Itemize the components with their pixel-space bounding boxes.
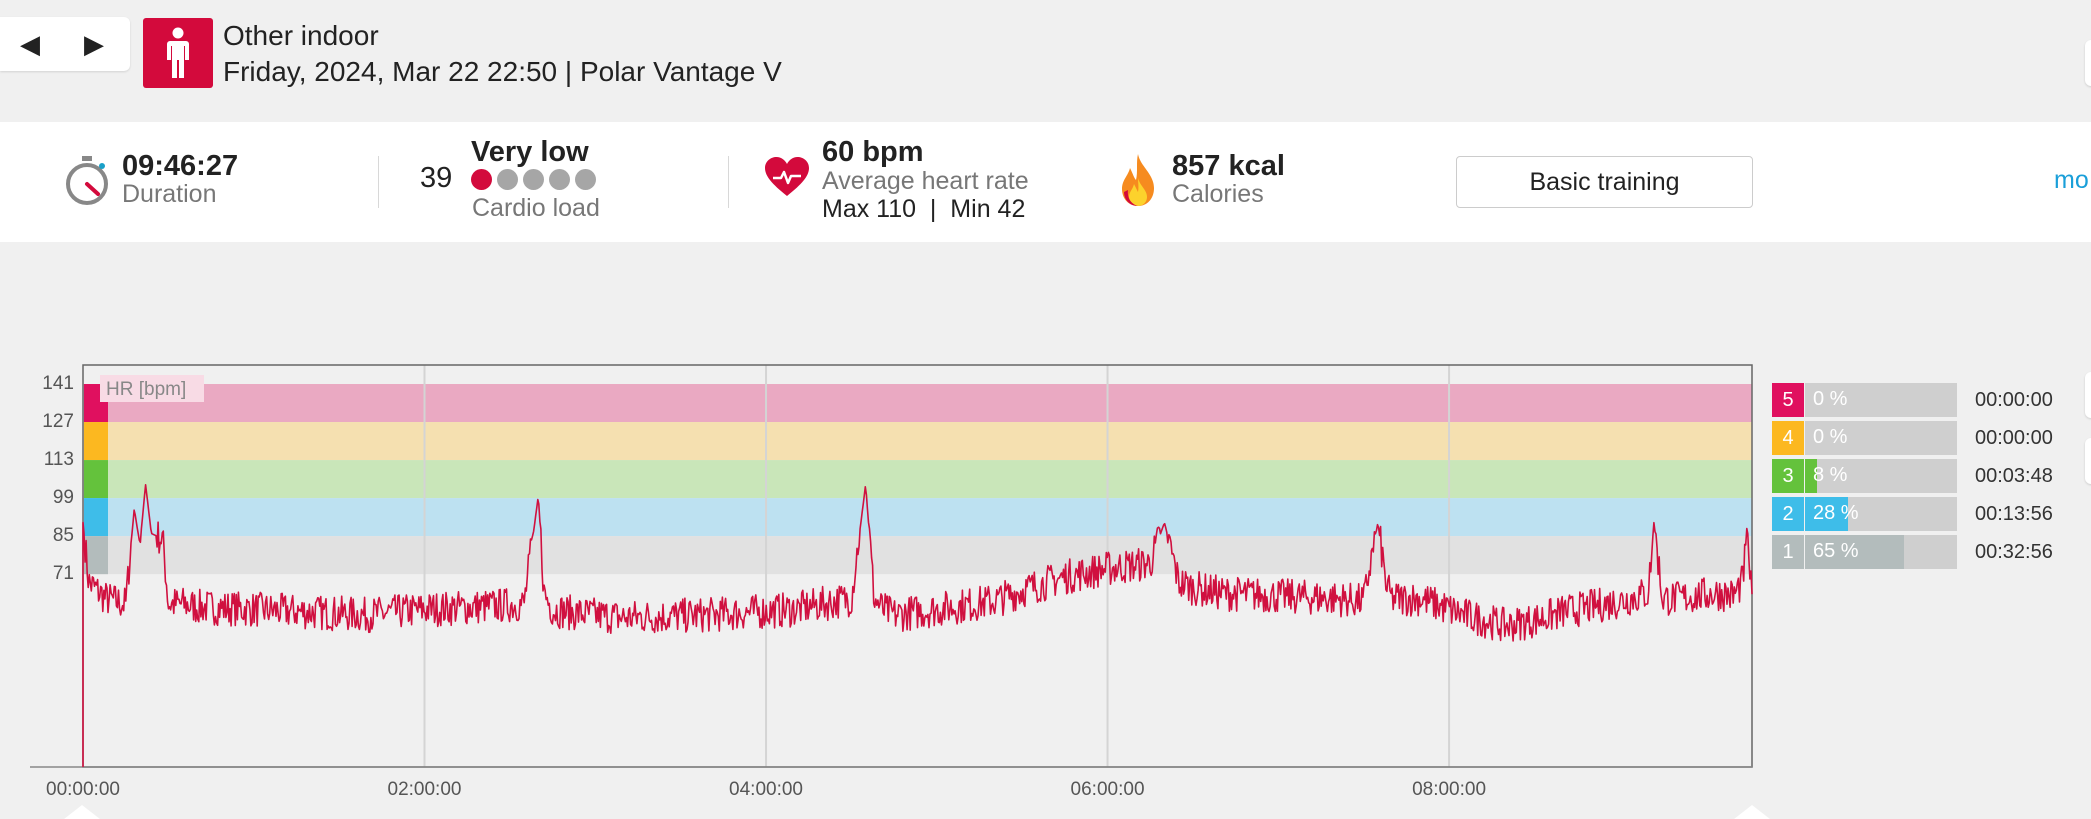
x-tick-label: 04:00:00	[729, 779, 803, 800]
calories-value: 857 kcal	[1172, 150, 1285, 182]
cardio-dot	[471, 169, 492, 190]
series-label: HR [bpm]	[106, 379, 186, 400]
zone-time: 00:32:56	[1975, 541, 2053, 563]
y-tick-label: 127	[42, 411, 74, 433]
zone-row-3: 3 8 %	[1772, 459, 1957, 493]
y-tick-label: 71	[52, 563, 74, 585]
heart-icon	[764, 156, 810, 203]
session-nav: ◀ ▶	[0, 17, 130, 71]
heart-rate-chart[interactable]: HR [bpm]	[0, 350, 1760, 819]
zone-bar: 28 %	[1805, 497, 1957, 531]
zone-percent: 0 %	[1813, 388, 1848, 410]
zone-row-1: 1 65 %	[1772, 535, 1957, 569]
zone-marker-4	[84, 422, 108, 461]
prev-session-button[interactable]: ◀	[4, 17, 56, 71]
zone-row-4: 4 0 %	[1772, 421, 1957, 455]
x-tick-label: 02:00:00	[387, 779, 462, 800]
hr-min-max: Max 110 | Min 42	[822, 195, 1026, 223]
zone-number: 2	[1772, 497, 1804, 531]
zone-percent: 0 %	[1813, 426, 1848, 448]
zone-band-3	[83, 460, 1752, 499]
duration-label: Duration	[122, 180, 217, 208]
next-arrow-icon: ▶	[84, 28, 104, 59]
zone-time: 00:03:48	[1975, 465, 2053, 487]
summary-bar: 09:46:27 Duration 39 Very low Cardio loa…	[0, 122, 2091, 242]
cardio-dot	[575, 169, 596, 190]
zone-bar-fill	[1805, 459, 1818, 493]
zone-band-2	[83, 498, 1752, 537]
cardio-label: Cardio load	[472, 194, 600, 222]
zone-number: 3	[1772, 459, 1804, 493]
stopwatch-icon	[64, 154, 110, 213]
zone-marker-2	[84, 498, 108, 537]
zone-row-2: 2 28 %	[1772, 497, 1957, 531]
x-tick-label: 08:00:00	[1412, 779, 1487, 800]
series-label-bg	[100, 375, 204, 402]
zone-bar-fill	[1805, 535, 1904, 569]
zone-percent: 65 %	[1813, 540, 1859, 562]
session-subtitle: Friday, 2024, Mar 22 22:50 | Polar Vanta…	[223, 56, 782, 87]
sport-name: Other indoor	[223, 20, 379, 51]
zone-bar-fill	[1805, 497, 1848, 531]
flame-icon	[1118, 152, 1158, 213]
prev-arrow-icon: ◀	[20, 28, 40, 59]
zone-band-5	[83, 384, 1752, 423]
cardio-load-dots	[471, 169, 601, 191]
calories-label: Calories	[1172, 180, 1264, 208]
zone-number: 1	[1772, 535, 1804, 569]
side-panel-tab[interactable]	[2085, 372, 2091, 418]
zone-bar: 0 %	[1805, 421, 1957, 455]
y-tick-label: 85	[52, 525, 74, 547]
sport-icon	[143, 18, 213, 88]
zone-time: 00:13:56	[1975, 503, 2053, 525]
zone-number: 4	[1772, 421, 1804, 455]
training-benefit-button[interactable]: Basic training	[1456, 156, 1753, 208]
zone-time: 00:00:00	[1975, 389, 2053, 411]
x-tick-label: 00:00:00	[46, 779, 120, 800]
avg-hr-label: Average heart rate	[822, 167, 1029, 195]
side-panel-tab[interactable]	[2085, 40, 2091, 86]
zone-bar: 0 %	[1805, 383, 1957, 417]
side-panel-tab[interactable]	[2085, 438, 2091, 484]
range-start-handle[interactable]	[64, 805, 100, 819]
cardio-level: Very low	[471, 136, 589, 168]
hr-line	[82, 484, 1753, 767]
next-session-button[interactable]: ▶	[68, 17, 120, 71]
more-link[interactable]: mo	[2054, 166, 2089, 194]
zone-marker-1	[84, 536, 108, 575]
cardio-dot	[523, 169, 544, 190]
y-tick-label: 141	[42, 373, 74, 394]
duration-value: 09:46:27	[122, 150, 239, 182]
zone-band-1	[83, 536, 1752, 575]
cardio-score: 39	[420, 162, 453, 194]
divider	[378, 156, 379, 208]
zone-row-5: 5 0 %	[1772, 383, 1957, 417]
range-end-handle[interactable]	[1734, 805, 1770, 819]
zone-percent: 8 %	[1813, 464, 1848, 486]
zone-number: 5	[1772, 383, 1804, 417]
divider	[728, 156, 729, 208]
zone-band-4	[83, 422, 1752, 461]
cardio-dot	[549, 169, 570, 190]
cardio-dot	[497, 169, 518, 190]
zone-percent: 28 %	[1813, 502, 1859, 524]
avg-hr-value: 60 bpm	[822, 136, 924, 168]
zone-time: 00:00:00	[1975, 427, 2053, 449]
zone-bar: 65 %	[1805, 535, 1957, 569]
zone-bar: 8 %	[1805, 459, 1957, 493]
y-tick-label: 113	[43, 449, 74, 471]
x-tick-label: 06:00:00	[1070, 779, 1145, 800]
zone-marker-3	[84, 460, 108, 499]
y-tick-label: 99	[52, 487, 74, 509]
